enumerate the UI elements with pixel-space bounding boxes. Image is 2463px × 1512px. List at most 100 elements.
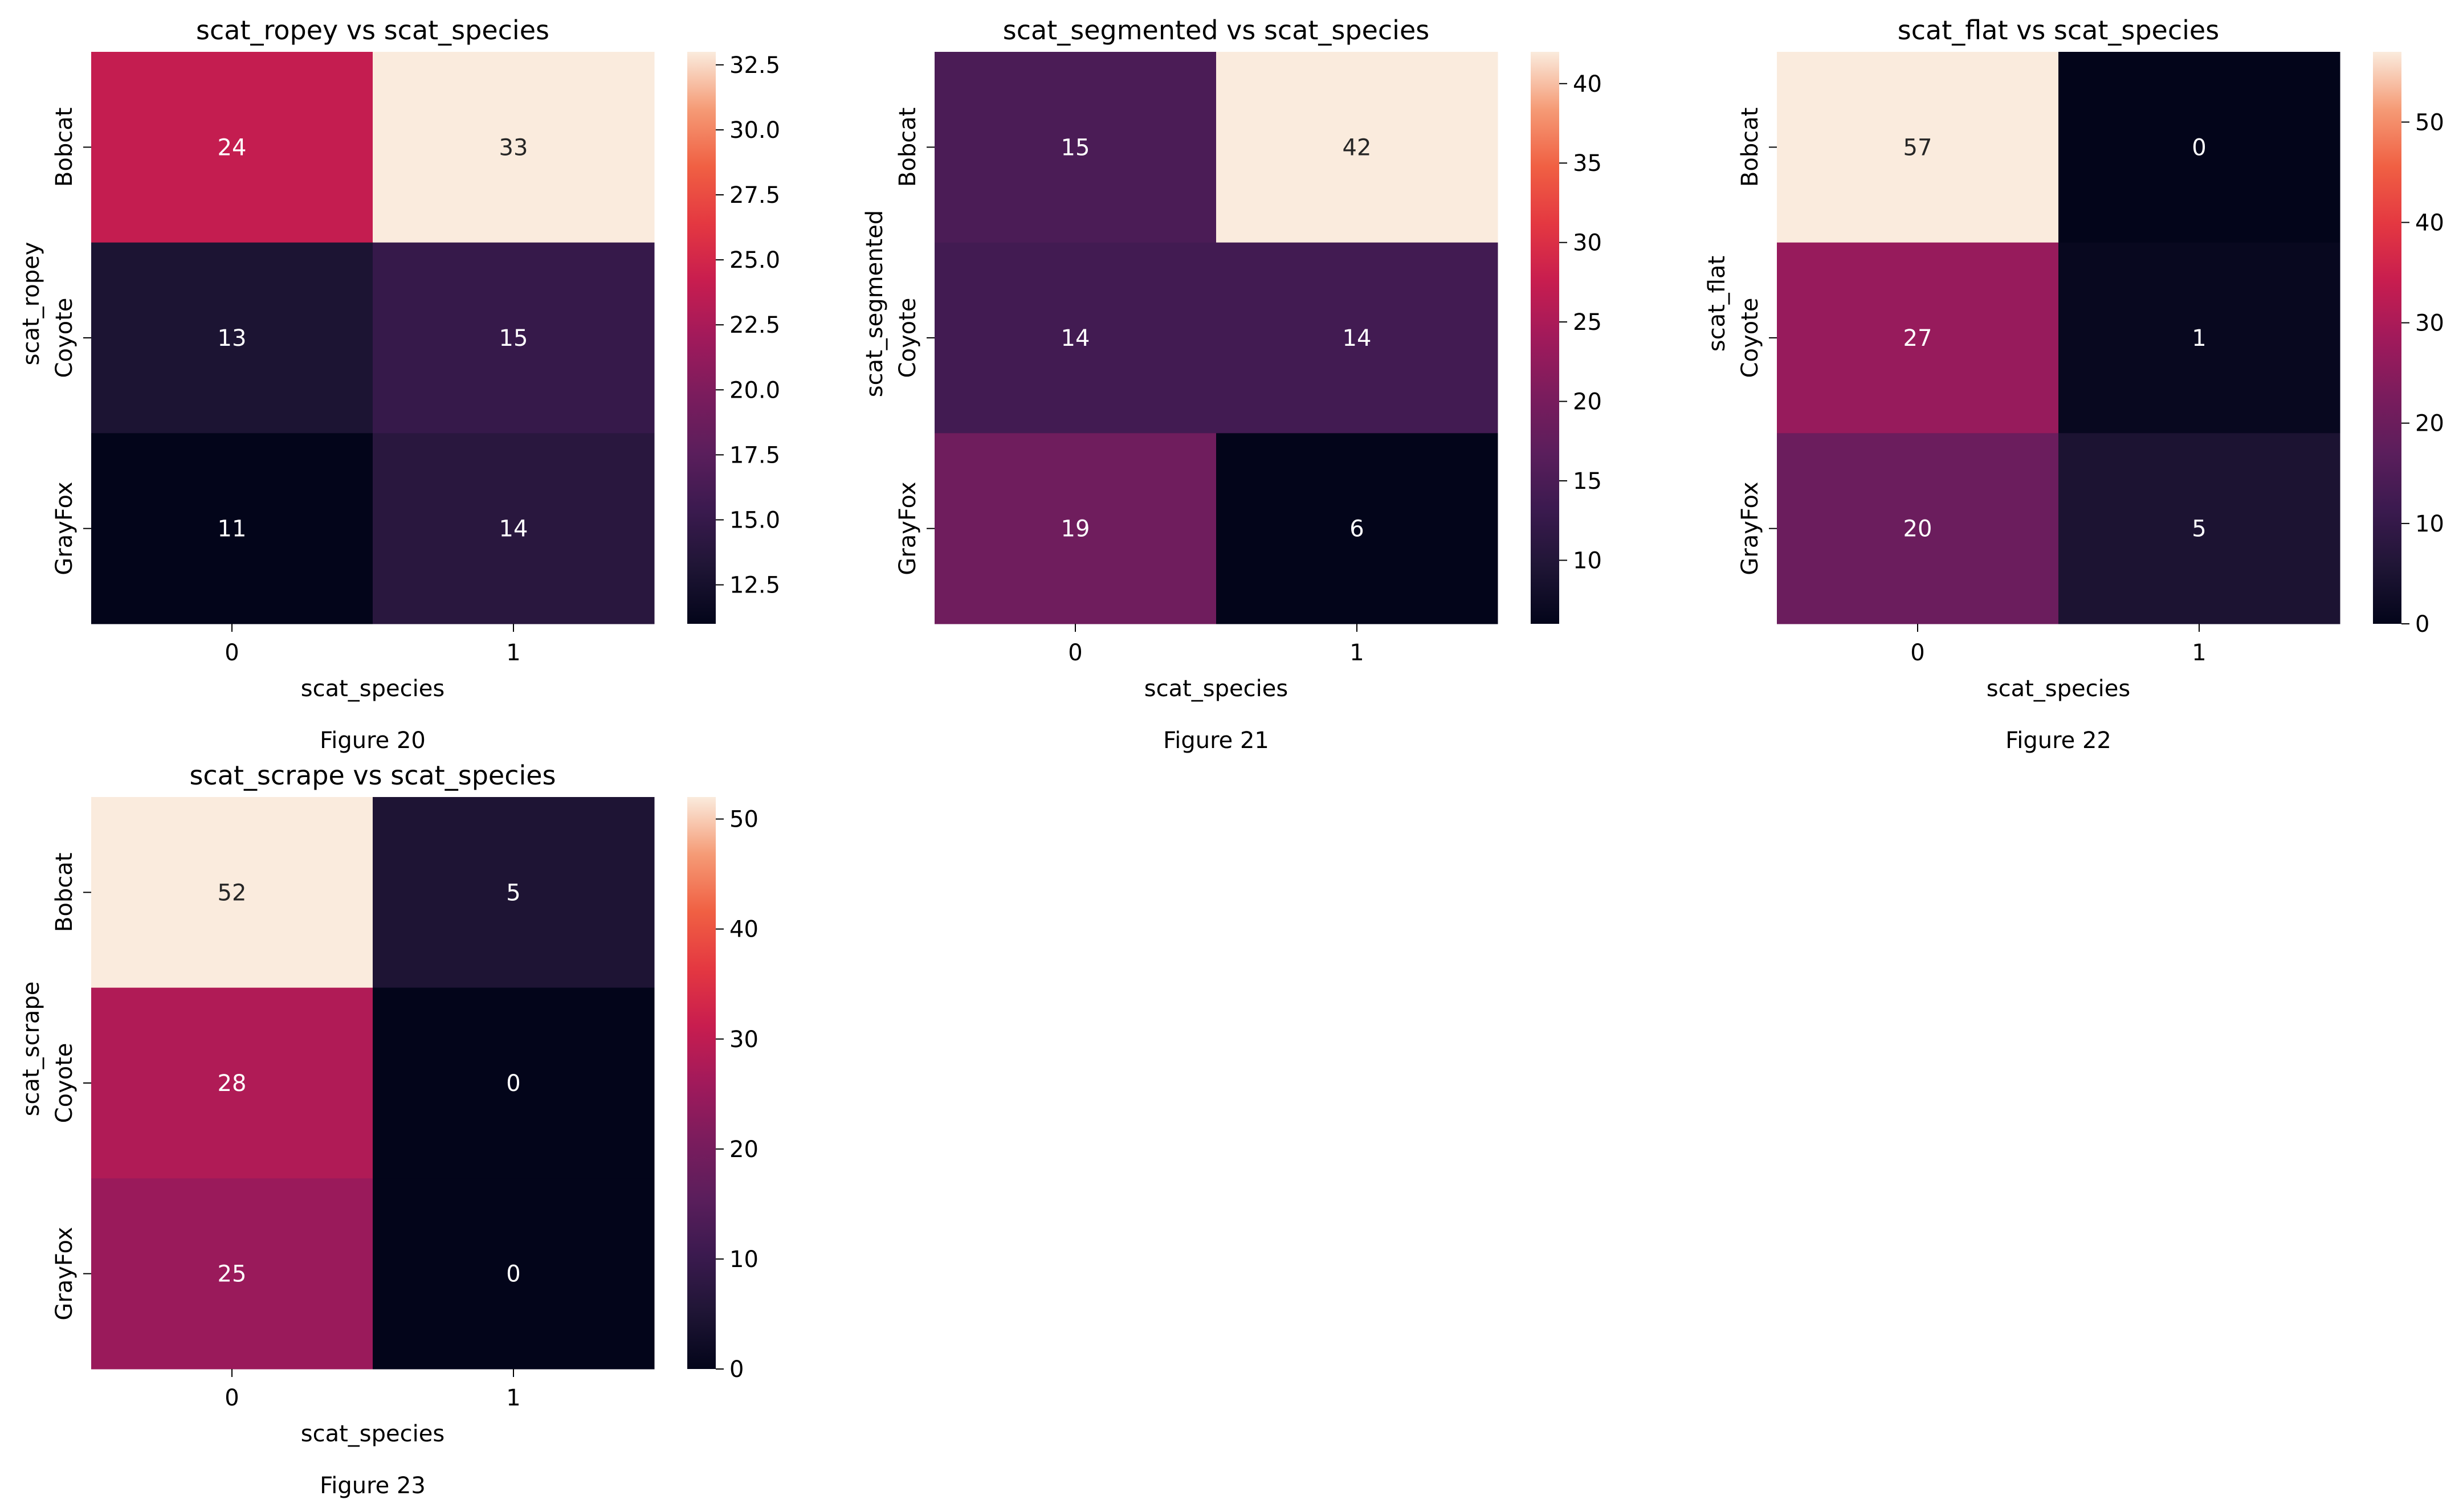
colorbar-tick-label: 50 [729, 807, 759, 833]
heatmap-cell [91, 52, 373, 243]
x-axis-label: scat_species [301, 1421, 445, 1447]
y-tick-label: Bobcat [51, 853, 78, 933]
cell-value-label: 20 [1903, 516, 1932, 542]
y-tick-label: Bobcat [51, 108, 78, 187]
figure-caption: Figure 22 [2005, 728, 2111, 754]
colorbar-tick-label: 17.5 [729, 442, 780, 468]
heatmap-cell [2058, 242, 2340, 434]
y-axis-label: scat_scrape [18, 982, 44, 1117]
colorbar-tick-label: 50 [2415, 109, 2444, 136]
x-axis-label: scat_species [1144, 676, 1288, 702]
cell-value-label: 15 [499, 325, 528, 352]
heatmap-cell [91, 987, 373, 1179]
heatmap-cell [1216, 52, 1498, 243]
heatmap-cell [91, 433, 373, 624]
heatmap-cell [373, 1178, 655, 1370]
heatmap-cell [935, 433, 1217, 624]
colorbar-tick-label: 22.5 [729, 312, 780, 338]
cell-value-label: 0 [506, 1261, 520, 1288]
y-tick-label: Coyote [51, 298, 78, 378]
colorbar-tick-label: 40 [1573, 71, 1602, 97]
colorbar-tick-label: 10 [1573, 547, 1602, 574]
x-tick-label: 1 [1349, 640, 1364, 666]
y-axis-label: scat_ropey [18, 242, 44, 366]
y-axis-label: scat_segmented [862, 210, 888, 397]
y-tick-label: GrayFox [51, 482, 78, 575]
heatmap-cell [1777, 433, 2059, 624]
heatmap-cell [373, 52, 655, 243]
cell-value-label: 1 [2192, 325, 2206, 352]
cell-value-label: 14 [1061, 325, 1090, 352]
colorbar-tick-label: 25 [1573, 309, 1602, 336]
colorbar-tick-label: 10 [2415, 511, 2444, 537]
cell-value-label: 42 [1343, 134, 1372, 161]
heatmap-cell [91, 797, 373, 988]
y-tick-label: Bobcat [1737, 108, 1763, 187]
colorbar-tick-label: 10 [729, 1247, 759, 1273]
colorbar-tick-label: 30 [2415, 310, 2444, 337]
heatmap-cell [91, 242, 373, 434]
heatmap-cell [1216, 242, 1498, 434]
x-tick-label: 0 [1910, 640, 1924, 666]
cell-value-label: 24 [218, 134, 247, 161]
chart-title: scat_ropey vs scat_species [196, 15, 549, 46]
heatmap-panel: scat_scrape vs scat_species 52 5 28 0 25 0 0 1 sc… [18, 760, 759, 1499]
x-tick-label: 0 [225, 640, 239, 666]
figure-caption: Figure 21 [1163, 728, 1269, 754]
heatmap-cell [2058, 52, 2340, 243]
colorbar-tick-label: 40 [2415, 210, 2444, 236]
cell-value-label: 15 [1061, 134, 1090, 161]
colorbar [687, 52, 716, 624]
colorbar-tick-label: 0 [2415, 611, 2429, 638]
colorbar-tick-label: 30.0 [729, 117, 780, 144]
cell-value-label: 57 [1903, 134, 1932, 161]
x-tick-label: 0 [225, 1385, 239, 1411]
heatmap-cell [1216, 433, 1498, 624]
y-tick-label: GrayFox [1737, 482, 1763, 575]
cell-value-label: 13 [218, 325, 247, 352]
colorbar-tick-label: 20 [729, 1137, 759, 1163]
colorbar-tick-label: 15.0 [729, 507, 780, 533]
heatmap-cell [935, 242, 1217, 434]
colorbar-tick-label: 20 [2415, 411, 2444, 437]
cell-value-label: 28 [218, 1070, 247, 1097]
y-tick-label: Coyote [51, 1043, 78, 1123]
colorbar [2373, 52, 2401, 624]
cell-value-label: 0 [506, 1070, 520, 1097]
heatmap-cell [935, 52, 1217, 243]
cell-value-label: 5 [506, 880, 520, 906]
heatmap-cell [373, 433, 655, 624]
colorbar-tick-label: 40 [729, 917, 759, 943]
cell-value-label: 11 [218, 516, 247, 542]
colorbar-tick-label: 35 [1573, 150, 1602, 177]
cell-value-label: 27 [1903, 325, 1932, 352]
heatmap-cell [373, 242, 655, 434]
heatmap-cell [1777, 52, 2059, 243]
colorbar-tick-label: 0 [729, 1356, 744, 1383]
y-tick-label: GrayFox [895, 482, 921, 575]
heatmap-cell [91, 1178, 373, 1370]
colorbar-tick-label: 12.5 [729, 573, 780, 599]
figure-caption: Figure 20 [320, 728, 426, 754]
figure-caption: Figure 23 [320, 1473, 426, 1499]
chart-title: scat_scrape vs scat_species [189, 760, 556, 791]
chart-title: scat_flat vs scat_species [1898, 15, 2219, 46]
cell-value-label: 5 [2192, 516, 2206, 542]
colorbar-tick-label: 27.5 [729, 182, 780, 209]
x-tick-label: 0 [1068, 640, 1082, 666]
y-tick-label: GrayFox [51, 1227, 78, 1321]
x-axis-label: scat_species [301, 676, 445, 702]
colorbar-tick-label: 20 [1573, 389, 1602, 415]
colorbar [1531, 52, 1559, 624]
heatmap-panel: scat_segmented vs scat_species 15 42 14 14 19… [862, 15, 1602, 754]
x-axis-label: scat_species [1987, 676, 2130, 702]
colorbar-tick-label: 20.0 [729, 377, 780, 403]
cell-value-label: 0 [2192, 134, 2206, 161]
chart-title: scat_segmented vs scat_species [1003, 15, 1429, 46]
x-tick-label: 1 [2192, 640, 2206, 666]
cell-value-label: 33 [499, 134, 528, 161]
colorbar [687, 797, 716, 1369]
heatmap-cell [373, 987, 655, 1179]
